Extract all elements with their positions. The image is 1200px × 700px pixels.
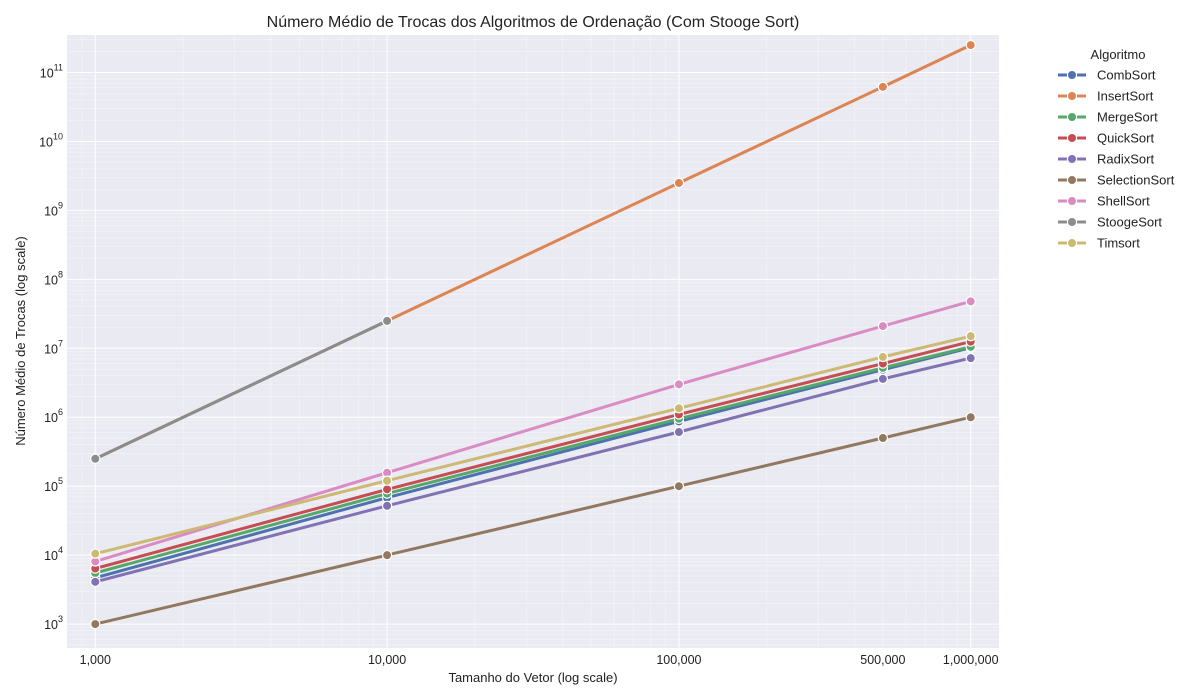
series-line-stoogesort: [93, 319, 389, 461]
x-axis-ticks: 1,000 10,000 100,000 500,000 1,000,000: [80, 653, 999, 667]
data-point-insertsort: [877, 81, 889, 93]
y-tick-label: 105: [44, 476, 63, 494]
chart-title: Número Médio de Trocas dos Algoritmos de…: [267, 14, 800, 31]
data-point-timsort: [965, 330, 976, 342]
x-tick-label: 500,000: [860, 653, 905, 667]
x-tick-label: 100,000: [656, 653, 701, 667]
series-shellsort: [90, 296, 976, 567]
legend-swatch-marker: [1066, 216, 1078, 228]
data-point-radixsort: [673, 426, 685, 438]
legend-label: ShellSort: [1097, 194, 1150, 209]
legend-label: Timsort: [1097, 236, 1140, 251]
legend-title: Algoritmo: [1091, 47, 1146, 62]
data-point-shellsort: [877, 320, 889, 332]
y-tick-label: 106: [44, 407, 63, 425]
data-point-shellsort: [965, 296, 976, 307]
legend-label: QuickSort: [1097, 131, 1154, 146]
data-point-stoogesort: [90, 453, 101, 464]
data-point-timsort: [877, 351, 889, 363]
x-tick-label: 1,000,000: [943, 653, 999, 667]
legend-swatch-marker: [1066, 153, 1078, 165]
data-point-radixsort: [965, 352, 976, 364]
legend-item-radixsort: RadixSort: [1058, 152, 1154, 167]
legend-swatch-marker: [1066, 237, 1078, 249]
legend-item-combsort: CombSort: [1058, 68, 1156, 83]
legend-swatch-marker: [1066, 90, 1078, 102]
x-tick-label: 1,000: [80, 653, 111, 667]
y-tick-label: 109: [44, 200, 63, 218]
legend-item-timsort: Timsort: [1058, 236, 1140, 251]
y-axis-label: Número Médio de Trocas (log scale): [13, 236, 28, 446]
x-tick-label: 10,000: [368, 653, 406, 667]
data-point-shellsort: [673, 379, 685, 390]
data-point-radixsort: [90, 576, 101, 588]
y-tick-label: 107: [44, 338, 63, 356]
data-point-insertsort: [673, 177, 685, 189]
legend-label: InsertSort: [1097, 89, 1154, 104]
legend-item-selectionsort: SelectionSort: [1058, 173, 1175, 188]
data-point-radixsort: [381, 500, 393, 511]
series-stoogesort: [90, 315, 393, 464]
legend-label: CombSort: [1097, 68, 1156, 83]
legend-label: MergeSort: [1097, 110, 1158, 125]
legend-item-quicksort: QuickSort: [1058, 131, 1154, 146]
y-tick-label: 108: [44, 269, 63, 287]
legend-swatch-marker: [1066, 111, 1078, 123]
series-layer: [90, 39, 976, 630]
y-axis-ticks: 103 104 105 106 107 108 109 1010 1011: [39, 63, 63, 633]
legend-item-stoogesort: StoogeSort: [1058, 215, 1162, 230]
y-tick-label: 103: [44, 614, 63, 632]
legend-item-shellsort: ShellSort: [1058, 194, 1150, 209]
legend-label: StoogeSort: [1097, 215, 1162, 230]
legend-swatch-marker: [1066, 69, 1078, 81]
legend-swatch-marker: [1066, 195, 1078, 207]
legend-item-insertsort: InsertSort: [1058, 89, 1154, 104]
data-point-selectionsort: [673, 480, 685, 492]
legend-items: CombSort InsertSort MergeSort QuickSort Radi…: [1058, 68, 1175, 251]
data-point-timsort: [90, 548, 101, 559]
minor-grid: [67, 35, 999, 648]
major-grid: [67, 35, 999, 648]
data-point-quicksort: [381, 484, 393, 495]
data-point-timsort: [673, 403, 685, 414]
data-point-selectionsort: [381, 549, 393, 561]
legend-item-mergesort: MergeSort: [1058, 110, 1158, 125]
series-timsort: [90, 330, 976, 559]
legend: Algoritmo CombSort InsertSort MergeSort Qui…: [1058, 47, 1175, 251]
data-point-selectionsort: [965, 412, 976, 423]
y-tick-label: 1011: [40, 63, 63, 81]
x-axis-label: Tamanho do Vetor (log scale): [448, 670, 617, 685]
data-point-selectionsort: [877, 432, 889, 444]
data-point-stoogesort: [381, 315, 393, 327]
legend-swatch-marker: [1066, 132, 1078, 144]
series-selectionsort: [90, 412, 976, 630]
data-point-insertsort: [965, 39, 976, 51]
y-tick-label: 104: [44, 545, 63, 563]
legend-label: RadixSort: [1097, 152, 1154, 167]
plot-area: [67, 35, 999, 648]
data-point-radixsort: [877, 373, 889, 385]
series-radixsort: [90, 352, 976, 588]
legend-swatch-marker: [1066, 174, 1078, 186]
data-point-selectionsort: [90, 618, 101, 630]
legend-label: SelectionSort: [1097, 173, 1175, 188]
data-point-timsort: [381, 475, 393, 486]
y-tick-label: 1010: [39, 131, 63, 149]
